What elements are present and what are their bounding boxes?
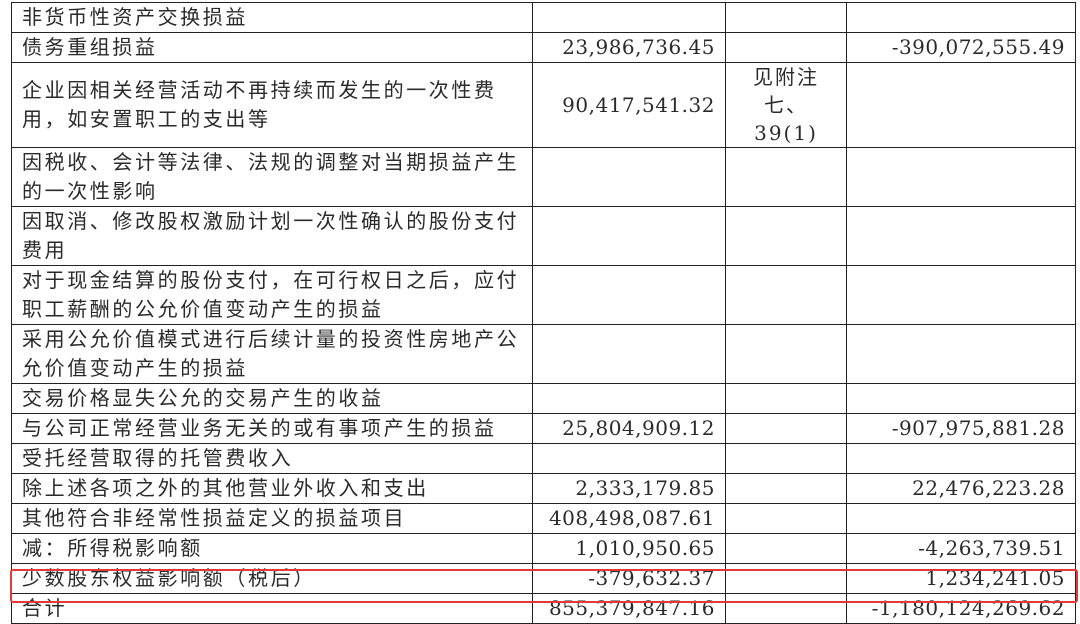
- previous-amount-cell: [846, 503, 1076, 534]
- item-cell: 其他符合非经常性损益定义的损益项目: [11, 503, 533, 534]
- note-cell: [725, 206, 847, 266]
- note-cell: [725, 383, 847, 414]
- note-cell: [725, 473, 847, 504]
- table-row: 债务重组损益 23,986,736.45 -390,072,555.49: [11, 32, 1076, 63]
- current-amount-cell: [532, 443, 726, 474]
- previous-amount-cell: [846, 147, 1076, 207]
- table-row: 受托经营取得的托管费收入: [11, 443, 1076, 474]
- table-row: 除上述各项之外的其他营业外收入和支出 2,333,179.85 22,476,223…: [11, 473, 1076, 504]
- current-amount-cell: 90,417,541.32: [532, 62, 726, 148]
- current-amount-cell: 2,333,179.85: [532, 473, 726, 504]
- note-cell: [725, 265, 847, 325]
- previous-amount-cell: [846, 324, 1076, 384]
- previous-amount-cell: [846, 383, 1076, 414]
- note-cell: [725, 324, 847, 384]
- current-amount-cell: -379,632.37: [532, 563, 726, 594]
- previous-amount-cell: 22,476,223.28: [846, 473, 1076, 504]
- note-cell: [725, 413, 847, 444]
- table-row: 交易价格显失公允的交易产生的收益: [11, 383, 1076, 414]
- item-cell: 企业因相关经营活动不再持续而发生的一次性费用，如安置职工的支出等: [11, 62, 533, 148]
- note-cell: [725, 593, 847, 624]
- item-cell: 合计: [11, 593, 533, 624]
- table-row: 采用公允价值模式进行后续计量的投资性房地产公允价值变动产生的损益: [11, 324, 1076, 384]
- table-row: 非货币性资产交换损益: [11, 2, 1076, 33]
- item-cell: 债务重组损益: [11, 32, 533, 63]
- current-amount-cell: 408,498,087.61: [532, 503, 726, 534]
- item-cell: 非货币性资产交换损益: [11, 2, 533, 33]
- current-amount-cell: [532, 324, 726, 384]
- item-cell: 少数股东权益影响额（税后）: [11, 563, 533, 594]
- non-recurring-gains-table: 非货币性资产交换损益 债务重组损益 23,986,736.45 -390,072,55…: [11, 2, 1076, 624]
- current-amount-cell: 25,804,909.12: [532, 413, 726, 444]
- note-cell: [725, 443, 847, 474]
- previous-amount-cell: -1,180,124,269.62: [846, 593, 1076, 624]
- item-cell: 采用公允价值模式进行后续计量的投资性房地产公允价值变动产生的损益: [11, 324, 533, 384]
- previous-amount-cell: [846, 2, 1076, 33]
- previous-amount-cell: [846, 206, 1076, 266]
- current-amount-cell: 855,379,847.16: [532, 593, 726, 624]
- previous-amount-cell: [846, 265, 1076, 325]
- previous-amount-cell: -907,975,881.28: [846, 413, 1076, 444]
- table-row: 其他符合非经常性损益定义的损益项目 408,498,087.61: [11, 503, 1076, 534]
- current-amount-cell: 23,986,736.45: [532, 32, 726, 63]
- table-row: 与公司正常经营业务无关的或有事项产生的损益 25,804,909.12 -907,9…: [11, 413, 1076, 444]
- item-cell: 因取消、修改股权激励计划一次性确认的股份支付费用: [11, 206, 533, 266]
- previous-amount-cell: [846, 443, 1076, 474]
- note-cell: [725, 563, 847, 594]
- item-cell: 除上述各项之外的其他营业外收入和支出: [11, 473, 533, 504]
- current-amount-cell: [532, 2, 726, 33]
- item-cell: 交易价格显失公允的交易产生的收益: [11, 383, 533, 414]
- current-amount-cell: [532, 265, 726, 325]
- table-row: 减：所得税影响额 1,010,950.65 -4,263,739.51: [11, 533, 1076, 564]
- note-cell: [725, 503, 847, 534]
- previous-amount-cell: [846, 62, 1076, 148]
- table-row: 企业因相关经营活动不再持续而发生的一次性费用，如安置职工的支出等 90,417,5…: [11, 62, 1076, 148]
- previous-amount-cell: -390,072,555.49: [846, 32, 1076, 63]
- table-row: 对于现金结算的股份支付，在可行权日之后，应付职工薪酬的公允价值变动产生的损益: [11, 265, 1076, 325]
- current-amount-cell: [532, 206, 726, 266]
- table-row: 因税收、会计等法律、法规的调整对当期损益产生的一次性影响: [11, 147, 1076, 207]
- current-amount-cell: [532, 383, 726, 414]
- previous-amount-cell: -4,263,739.51: [846, 533, 1076, 564]
- item-cell: 对于现金结算的股份支付，在可行权日之后，应付职工薪酬的公允价值变动产生的损益: [11, 265, 533, 325]
- current-amount-cell: [532, 147, 726, 207]
- item-cell: 受托经营取得的托管费收入: [11, 443, 533, 474]
- previous-amount-cell: 1,234,241.05: [846, 563, 1076, 594]
- table-row: 因取消、修改股权激励计划一次性确认的股份支付费用: [11, 206, 1076, 266]
- current-amount-cell: 1,010,950.65: [532, 533, 726, 564]
- total-row: 合计 855,379,847.16 -1,180,124,269.62: [11, 593, 1076, 624]
- table-row: 少数股东权益影响额（税后） -379,632.37 1,234,241.05: [11, 563, 1076, 594]
- item-cell: 因税收、会计等法律、法规的调整对当期损益产生的一次性影响: [11, 147, 533, 207]
- item-cell: 与公司正常经营业务无关的或有事项产生的损益: [11, 413, 533, 444]
- item-cell: 减：所得税影响额: [11, 533, 533, 564]
- note-cell: [725, 147, 847, 207]
- note-cell: [725, 32, 847, 63]
- note-cell: [725, 533, 847, 564]
- note-cell: 见附注七、39(1): [725, 62, 847, 148]
- note-cell: [725, 2, 847, 33]
